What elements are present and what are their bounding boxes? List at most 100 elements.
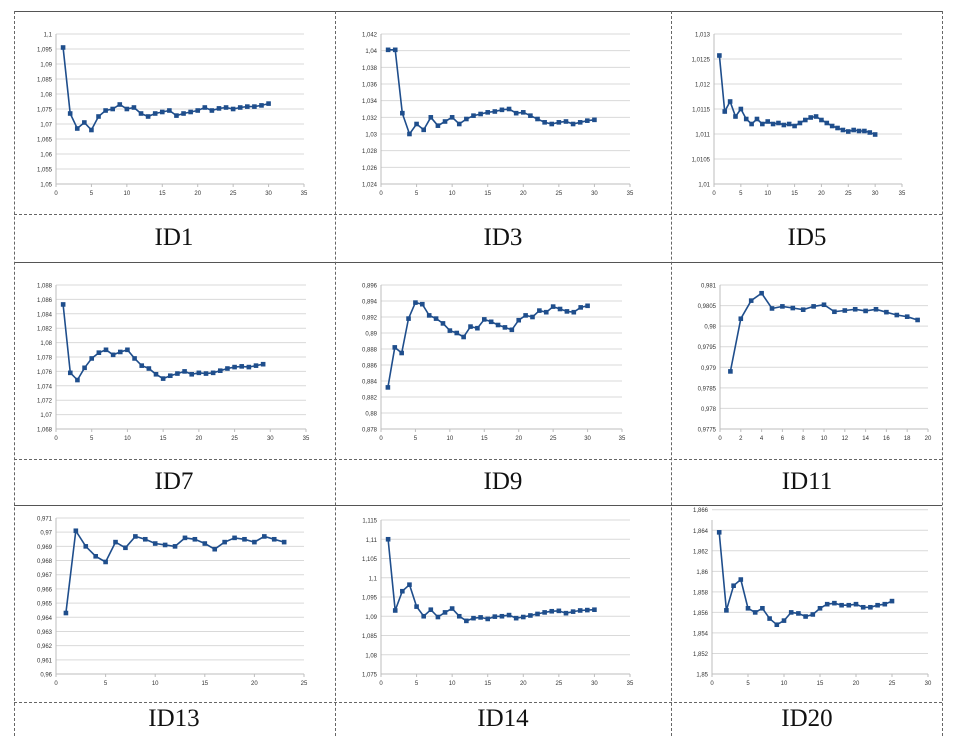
x-tick-label: 0 bbox=[718, 436, 722, 442]
y-tick-label: 0,9785 bbox=[698, 386, 717, 392]
data-point bbox=[181, 111, 186, 116]
data-point bbox=[585, 607, 590, 613]
data-point bbox=[797, 120, 803, 126]
y-tick-label: 1,115 bbox=[362, 519, 377, 525]
x-tick-label: 5 bbox=[90, 436, 94, 442]
y-tick-label: 1,862 bbox=[693, 549, 709, 555]
data-point bbox=[414, 121, 419, 127]
chart-cell-id13: 0,96 0,961 0,962 0,963 0,964 0,965 0,966 0,967 0… bbox=[14, 506, 334, 702]
line-chart-id20: 1,85 1,852 1,854 1,856 1,858 1,86 1,862 1,864 1,… bbox=[693, 508, 932, 687]
data-point bbox=[516, 317, 522, 323]
x-tick-label: 20 bbox=[251, 681, 258, 687]
series-line bbox=[62, 47, 269, 132]
data-point bbox=[868, 604, 873, 610]
data-point bbox=[570, 609, 576, 614]
data-point bbox=[210, 370, 216, 376]
data-point bbox=[203, 371, 209, 376]
data-point bbox=[225, 366, 230, 371]
x-tick-label: 0 bbox=[379, 681, 383, 687]
x-tick-label: 25 bbox=[556, 191, 563, 197]
y-tick-label: 0,981 bbox=[701, 284, 717, 290]
data-point bbox=[786, 121, 792, 127]
data-point bbox=[520, 614, 526, 620]
line-chart-id3: 1,024 1,026 1,028 1,03 1,032 1,034 1,036 1,038 1… bbox=[362, 33, 634, 198]
x-tick-label: 15 bbox=[159, 191, 166, 197]
y-tick-label: 1,858 bbox=[693, 590, 709, 596]
data-point bbox=[749, 121, 754, 127]
data-point bbox=[125, 347, 130, 353]
x-tick-label: 5 bbox=[415, 191, 419, 197]
y-tick-label: 0,882 bbox=[362, 396, 378, 402]
data-point bbox=[133, 534, 138, 539]
data-point bbox=[407, 582, 412, 587]
data-point bbox=[550, 304, 556, 309]
y-tick-label: 1,105 bbox=[362, 557, 378, 563]
x-tick-label: 16 bbox=[883, 436, 890, 442]
label-id7: ID7 bbox=[154, 468, 194, 495]
x-tick-label: 5 bbox=[414, 436, 418, 442]
y-tick-label: 1,085 bbox=[37, 78, 53, 84]
data-point bbox=[385, 536, 391, 542]
x-tick-label: 10 bbox=[124, 191, 131, 197]
x-tick-label: 35 bbox=[303, 436, 310, 442]
data-point bbox=[202, 541, 208, 546]
data-point bbox=[232, 535, 237, 541]
data-point bbox=[717, 53, 722, 58]
data-point bbox=[260, 361, 266, 367]
data-point bbox=[745, 605, 751, 611]
y-tick-label: 1,024 bbox=[362, 183, 378, 189]
data-point bbox=[262, 534, 267, 539]
data-point bbox=[767, 616, 772, 621]
data-point bbox=[132, 356, 137, 361]
data-point bbox=[442, 119, 448, 124]
data-point bbox=[863, 308, 868, 314]
data-point bbox=[811, 304, 816, 309]
data-point bbox=[428, 607, 434, 613]
data-point bbox=[195, 108, 201, 113]
y-tick-label: 1,0115 bbox=[692, 108, 711, 114]
data-point bbox=[428, 115, 434, 120]
data-point bbox=[426, 313, 432, 318]
data-point bbox=[829, 123, 835, 129]
data-point bbox=[738, 106, 744, 112]
x-tick-label: 10 bbox=[764, 191, 771, 197]
data-point bbox=[765, 119, 771, 124]
data-point bbox=[212, 546, 218, 552]
x-tick-label: 15 bbox=[201, 681, 208, 687]
data-point bbox=[471, 113, 476, 118]
data-point bbox=[817, 605, 823, 611]
data-point bbox=[592, 117, 597, 123]
data-point bbox=[513, 110, 519, 116]
data-point bbox=[175, 371, 180, 376]
data-point bbox=[846, 602, 852, 608]
data-point bbox=[743, 116, 749, 122]
data-point bbox=[162, 542, 168, 548]
data-point bbox=[792, 123, 797, 129]
x-tick-label: 35 bbox=[899, 191, 906, 197]
data-point bbox=[788, 610, 794, 615]
data-point bbox=[592, 607, 597, 613]
y-tick-label: 0,9805 bbox=[698, 304, 717, 310]
chart-cell-id11: 0,9775 0,978 0,9785 0,979 0,9795 0,98 0,9805 0,… bbox=[672, 263, 942, 459]
data-point bbox=[96, 114, 101, 119]
label-id11: ID11 bbox=[781, 468, 833, 495]
y-tick-label: 1,032 bbox=[362, 116, 378, 122]
x-tick-label: 0 bbox=[712, 191, 716, 197]
data-point bbox=[803, 117, 808, 123]
data-point bbox=[138, 111, 144, 116]
data-point bbox=[839, 602, 844, 608]
table-top-border bbox=[14, 11, 942, 12]
series-line bbox=[387, 301, 588, 388]
data-point bbox=[93, 553, 98, 559]
table-row-divider bbox=[14, 262, 942, 263]
data-point bbox=[759, 290, 764, 296]
x-tick-label: 0 bbox=[54, 191, 58, 197]
table-column-divider bbox=[335, 11, 336, 736]
x-tick-label: 6 bbox=[781, 436, 785, 442]
data-point bbox=[139, 363, 145, 368]
data-point bbox=[196, 370, 202, 376]
line-chart-id5: 1,01 1,0105 1,011 1,0115 1,012 1,0125 1,013 0 5 1… bbox=[692, 33, 906, 198]
x-tick-label: 25 bbox=[231, 436, 238, 442]
x-tick-label: 25 bbox=[550, 436, 557, 442]
table-left-border bbox=[14, 11, 15, 736]
